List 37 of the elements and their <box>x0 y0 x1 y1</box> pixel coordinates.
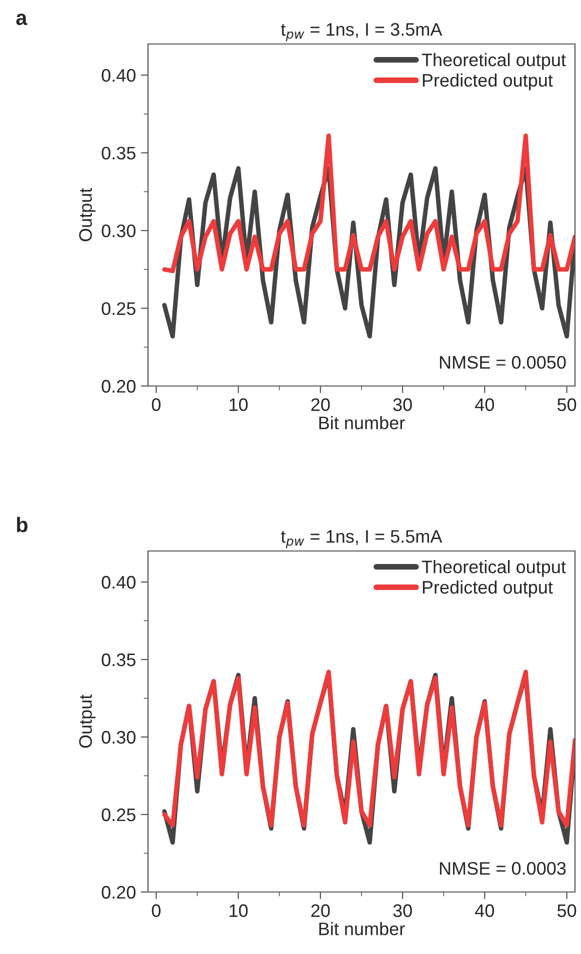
y-tick-label: 0.25 <box>102 808 136 822</box>
x-tick-label: 0 <box>152 904 161 918</box>
chart-title: t$_{pw}$ = 1ns, I = 5.5mA <box>280 530 442 548</box>
x-tick-label: 10 <box>230 398 248 412</box>
y-tick-label: 0.40 <box>102 576 136 589</box>
y-tick-label: 0.30 <box>102 730 136 744</box>
y-axis-title: Output <box>79 188 96 242</box>
y-axis-title: Output <box>79 694 96 748</box>
text: b <box>17 516 28 532</box>
x-tick-label: 0 <box>152 398 161 412</box>
y-tick-label: 0.20 <box>102 886 136 899</box>
legend-label: Predicted output <box>422 580 553 598</box>
y-tick-label: 0.20 <box>102 380 136 393</box>
legend-label: Theoretical output <box>422 53 566 70</box>
x-axis-title: Bit number <box>319 922 405 936</box>
text: a <box>16 14 28 26</box>
annotation: NMSE = 0.0050 <box>440 356 566 369</box>
line-series <box>162 133 575 274</box>
x-axis-title: Bit number <box>319 416 405 430</box>
x-tick-label: 30 <box>393 904 412 918</box>
legend-label: Theoretical output <box>422 560 566 577</box>
x-tick-label: 10 <box>230 904 248 918</box>
chart-title: t$_{pw}$ = 1ns, I = 3.5mA <box>280 23 442 42</box>
y-tick-label: 0.35 <box>102 146 136 160</box>
y-tick-label: 0.40 <box>102 69 136 82</box>
x-tick-label: 30 <box>393 398 412 412</box>
y-tick-label: 0.35 <box>102 653 136 666</box>
y-tick-label: 0.30 <box>102 224 136 238</box>
x-tick-label: 50 <box>557 904 576 918</box>
x-tick-label: 40 <box>475 904 494 918</box>
y-tick-label: 0.25 <box>102 302 136 315</box>
x-tick-label: 40 <box>475 398 494 412</box>
legend-label: Predicted output <box>422 73 553 90</box>
x-tick-label: 50 <box>557 398 576 412</box>
annotation: NMSE = 0.0003 <box>440 862 566 875</box>
x-tick-label: 20 <box>311 904 330 918</box>
x-tick-label: 20 <box>311 398 330 412</box>
